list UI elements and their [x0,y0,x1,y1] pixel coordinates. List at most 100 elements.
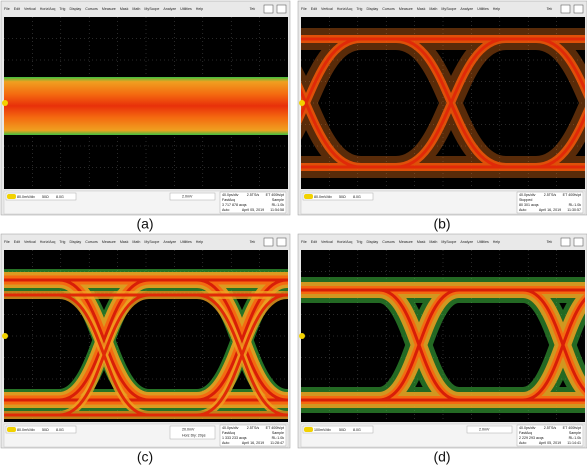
menu-item[interactable]: Help [493,240,500,244]
menu-item[interactable]: Math [429,240,437,244]
menu-item[interactable]: Cursors [85,7,98,11]
menu-item[interactable]: Math [132,240,140,244]
channel-icon [7,427,16,432]
acq-status: April 05, 2019 [539,441,561,445]
close-button[interactable] [277,5,286,13]
scope-panel: File Edit Vertical Horiz/AcqTrig Display Curs… [1,234,307,465]
acq-status: Sample [272,431,284,435]
menu-item[interactable]: Horiz/Acq [337,240,353,244]
menu-item[interactable]: Mask [120,7,129,11]
menu-item[interactable]: Vertical [321,240,333,244]
menu-item[interactable]: Measure [102,7,116,11]
menu-item[interactable]: Cursors [382,240,395,244]
menu-item[interactable]: File [4,240,10,244]
close-button[interactable] [277,238,286,246]
menu-item[interactable]: MyScope [441,240,456,244]
menu-item[interactable]: File [301,7,307,11]
menu-item[interactable]: Trig [59,7,65,11]
menu-item[interactable]: Mask [417,240,426,244]
menu-item[interactable]: MyScope [144,7,159,11]
menu-item[interactable]: Math [132,7,140,11]
acq-status: FastAcq [222,431,235,435]
menu-item[interactable]: File [301,240,307,244]
menu-item[interactable]: Display [366,240,378,244]
scope-panel: File Edit Vertical Horiz/AcqTrig Display Curs… [298,234,587,465]
menu-item[interactable]: Vertical [321,7,333,11]
menu-item[interactable]: Cursors [382,7,395,11]
acq-status: 11:28:47 [270,441,284,445]
trigger-setting: 20.0mV [182,427,195,431]
menu-item[interactable]: Help [493,7,500,11]
menu-item[interactable]: Math [429,7,437,11]
channel-setting: 8.0G [56,428,64,432]
menu-item[interactable]: Display [69,7,81,11]
menu-item[interactable]: Utilities [180,7,192,11]
acq-status: Sample [272,198,284,202]
acq-status: 2.5TS/s [247,193,260,197]
menu-item[interactable]: MyScope [441,7,456,11]
acq-status: Auto [519,441,526,445]
channel-setting: 8.0G [56,195,64,199]
acq-status: 40.0ps/div [519,426,536,430]
menu-item[interactable]: Edit [311,240,317,244]
menu-item[interactable]: Measure [102,240,116,244]
menu-item[interactable]: Edit [14,240,20,244]
acq-status: 40.0ps/div [222,426,239,430]
trigger-box [170,193,215,200]
menu-item[interactable]: Help [196,240,203,244]
noise-band [4,77,288,135]
menu-item[interactable]: Horiz/Acq [40,240,56,244]
menu-item[interactable]: Analyze [460,240,473,244]
close-button[interactable] [574,5,583,13]
acq-status: ET 400fs/pt [266,426,284,430]
acq-status: Stopped [519,198,532,202]
channel-setting: 80.0mV/div [17,195,35,199]
menu-item[interactable]: Measure [399,240,413,244]
channel-setting: 50Ω [42,195,49,199]
menu-item[interactable]: Analyze [460,7,473,11]
minimize-button[interactable] [264,238,273,246]
menu-item[interactable]: Trig [356,240,362,244]
minimize-button[interactable] [561,5,570,13]
trigger-box [467,426,512,433]
menu-item[interactable]: Utilities [477,7,489,11]
menu-item[interactable]: Utilities [477,240,489,244]
minimize-button[interactable] [561,238,570,246]
acq-status: Auto [222,441,229,445]
menu-item[interactable]: Display [366,7,378,11]
menu-item[interactable]: MyScope [144,240,159,244]
menu-item[interactable]: Horiz/Acq [337,7,353,11]
figure: FileEditVerticalHoriz/AcqTrigDisplayCurs… [0,0,587,469]
brand: Tek [546,240,552,244]
menu-item[interactable]: Measure [399,7,413,11]
channel-marker [2,100,8,106]
menu-item[interactable]: Analyze [163,240,176,244]
acq-status: Sample [569,431,581,435]
channel-setting: 100mV/div [314,428,331,432]
acq-status: RL:1.0k [272,436,285,440]
menu-item[interactable]: Analyze [163,7,176,11]
menu-item[interactable]: Utilities [180,240,192,244]
channel-setting: 8.0G [353,428,361,432]
acq-status: 2.5TS/s [544,426,557,430]
menu-item[interactable]: Display [69,240,81,244]
menu-item[interactable]: Vertical [24,240,36,244]
menu-item[interactable]: Edit [311,7,317,11]
menu-item[interactable]: Trig [356,7,362,11]
menu-item[interactable]: File [4,7,10,11]
minimize-button[interactable] [264,5,273,13]
menu-item[interactable]: Mask [120,240,129,244]
waveform [4,77,288,135]
menu-item[interactable]: Horiz/Acq [40,7,56,11]
menu-item[interactable]: Edit [14,7,20,11]
menu-item[interactable]: Mask [417,7,426,11]
menu-item[interactable]: Vertical [24,7,36,11]
acq-status: 2 229 293 acqs [519,436,544,440]
menu-item[interactable]: Cursors [85,240,98,244]
acq-status: 2.5TS/s [544,193,557,197]
menu-item[interactable]: Trig [59,240,65,244]
channel-icon [304,194,313,199]
acq-status: 40.0ps/div [222,193,239,197]
menu-item[interactable]: Help [196,7,203,11]
close-button[interactable] [574,238,583,246]
